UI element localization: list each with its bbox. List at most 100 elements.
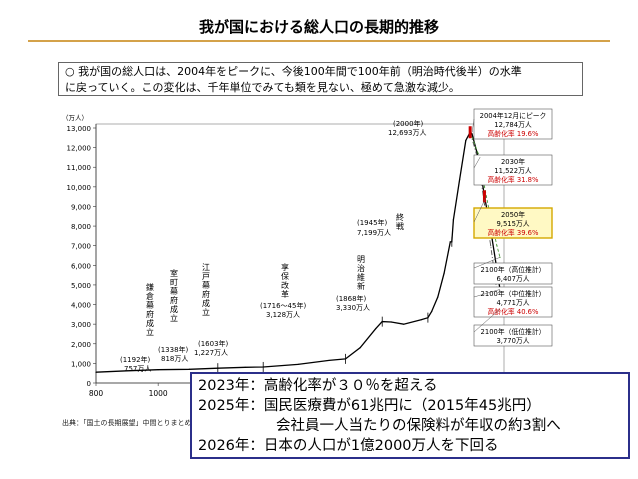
annotation-muromachi-char: 成 — [170, 304, 178, 314]
annotation-kyoho-char: 保 — [281, 271, 289, 281]
annotation-muromachi-pop: 818万人 — [161, 355, 188, 363]
callout-mid-line-2: 4,771万人 — [496, 299, 529, 307]
annotation-kamakura-char: 立 — [146, 327, 154, 337]
callout-2050-line-1: 2050年 — [501, 210, 525, 219]
callout-leader — [473, 308, 501, 333]
data-point-history — [443, 272, 445, 274]
series-line-high — [469, 132, 501, 258]
annotation-meiji-pop: 3,330万人 — [336, 304, 370, 312]
callout-2050-line-2: 9,515万人 — [496, 220, 529, 228]
annotation-muromachi-char: 町 — [170, 278, 178, 287]
callout-high-box — [473, 262, 553, 285]
callout-peak-line-3: 高齢化率 19.6% — [488, 129, 539, 138]
annotation-end-war-pop: 7,199万人 — [357, 229, 391, 237]
annotation-kamakura-year: (1192年) — [120, 355, 151, 364]
data-point-history — [157, 369, 159, 371]
annotation-muromachi-char: 室 — [170, 268, 178, 278]
callout-leader — [471, 118, 475, 133]
annotation-kamakura-pop: 757万人 — [124, 365, 151, 373]
overlay-line-2023: 2023年：高齢化率が３０％を超える — [198, 378, 438, 394]
callout-peak-line-2: 12,784万人 — [494, 121, 532, 129]
annotation-muromachi-char: 幕 — [170, 286, 178, 296]
y-tick-label: 10,000 — [67, 184, 92, 192]
callout-leader — [473, 257, 501, 269]
annotation-muromachi-char: 府 — [170, 295, 178, 305]
callout-high-line-2: 6,407万人 — [496, 275, 529, 283]
y-tick-label: 6,000 — [71, 262, 91, 270]
callout-2050-box — [473, 207, 553, 239]
data-point-history — [328, 359, 330, 362]
annotation-meiji-year: (1868年) — [336, 294, 367, 303]
data-point-history — [459, 178, 461, 181]
data-point-history — [452, 219, 454, 221]
callout-low-box — [473, 324, 553, 347]
annotation-edo-char: 江 — [202, 263, 210, 272]
data-point-high — [483, 186, 486, 188]
data-point-history — [390, 321, 392, 323]
callout-2030-line-3: 高齢化率 31.8% — [488, 175, 539, 184]
annotation-kyoho-char: 改 — [281, 280, 289, 290]
annotation-kamakura-char: 倉 — [146, 291, 154, 301]
y-tick-label: 1,000 — [71, 360, 91, 368]
data-point-high — [496, 245, 498, 247]
callout-peak-box — [473, 108, 553, 140]
annotation-kamakura-char: 幕 — [146, 300, 154, 310]
summary-line-2: に戻っていく。この変化は、千年単位でみても類を見ない、極めて急激な減少。 — [65, 81, 460, 94]
data-point-history — [375, 328, 377, 330]
annotation-2000-pop: 12,693万人 — [388, 129, 427, 137]
annotation-edo-char: 府 — [202, 289, 210, 299]
y-tick-label: 0 — [87, 380, 91, 388]
callout-2030-line-1: 2030年 — [501, 157, 525, 166]
x-tick-label: 1000 — [149, 389, 168, 398]
data-point-history — [420, 319, 422, 321]
callout-low-line-2: 3,770万人 — [496, 337, 529, 345]
callout-mid-box — [473, 286, 553, 318]
callout-mid-line-1: 2100年（中位推計） — [481, 289, 546, 298]
callout-2030-box — [473, 154, 553, 186]
y-tick-label: 7,000 — [71, 243, 91, 251]
title-divider — [28, 40, 610, 42]
annotation-edo-year: (1603年) — [198, 339, 229, 348]
callout-leader — [473, 196, 487, 223]
data-point-history — [244, 366, 246, 368]
annotation-end-war-char: 終 — [396, 212, 404, 222]
annotation-kamakura-char: 鎌 — [146, 282, 154, 292]
annotation-edo-char: 成 — [202, 298, 210, 308]
annotation-kamakura-char: 成 — [146, 318, 154, 328]
y-tick-label: 2,000 — [71, 341, 91, 349]
callout-mid-line-3: 高齢化率 40.6% — [488, 307, 539, 316]
y-tick-label: 4,000 — [71, 302, 91, 310]
data-point-history — [359, 347, 361, 349]
y-tick-label: 11,000 — [67, 164, 92, 172]
callout-low-line-1: 2100年（低位推計） — [481, 327, 546, 336]
annotation-kamakura-char: 府 — [146, 309, 154, 319]
data-point-high — [477, 152, 479, 155]
highlight-marker — [482, 190, 486, 203]
y-axis-label: （万人） — [62, 114, 88, 122]
y-tick-label: 8,000 — [71, 223, 91, 231]
data-point-history — [297, 363, 299, 365]
highlight-marker — [468, 126, 472, 139]
annotation-meiji-char: 維 — [357, 272, 365, 282]
overlay-timeline-box: 2023年：高齢化率が３０％を超える 2025年：国民医療費が61兆円に（201… — [190, 372, 630, 459]
data-point-history — [188, 368, 190, 370]
plot-frame — [95, 123, 505, 384]
annotation-kyoho-char: 革 — [281, 289, 289, 299]
y-tick-label: 9,000 — [71, 203, 91, 211]
callout-leader — [473, 156, 481, 169]
data-point-history — [471, 133, 473, 135]
annotation-meiji-char: 明 — [357, 255, 365, 264]
y-tick-label: 5,000 — [71, 282, 91, 290]
annotation-kyoho-year: (1716～45年) — [260, 301, 306, 310]
annotation-kyoho-char: 享 — [281, 262, 289, 272]
annotation-meiji-char: 新 — [357, 281, 365, 291]
data-point-history — [437, 296, 439, 298]
annotation-end-war-char: 戦 — [396, 221, 404, 231]
y-tick-label: 12,000 — [67, 145, 92, 153]
data-point-history — [449, 241, 451, 243]
data-point-history — [465, 139, 467, 142]
overlay-line-2026: 2026年：日本の人口が1億2000万人を下回る — [198, 438, 499, 454]
